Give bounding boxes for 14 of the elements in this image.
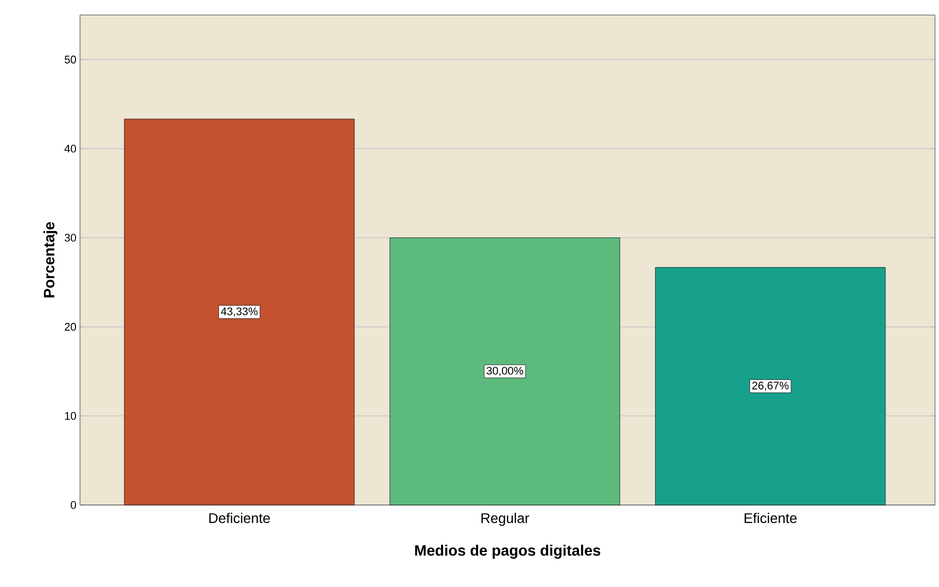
x-tick-label: Regular [481, 512, 530, 526]
x-tick-label: Deficiente [209, 512, 270, 524]
y-tick-label: 10 [65, 412, 76, 420]
y-tick-label: 40 [64, 144, 76, 153]
data-label: 26,67% [752, 382, 789, 391]
y-axis-title: Porcentaje [43, 222, 58, 298]
x-axis-title: Medios de pagos digitales [415, 544, 600, 559]
data-label: 30,00% [486, 366, 524, 376]
x-tick-label: Eficiente [744, 512, 797, 524]
y-tick-label: 0 [70, 501, 76, 509]
data-label: 43,33% [220, 307, 258, 317]
y-tick-label: 50 [64, 56, 76, 64]
y-tick-label: 20 [64, 322, 76, 331]
y-tick-label: 30 [64, 234, 76, 242]
